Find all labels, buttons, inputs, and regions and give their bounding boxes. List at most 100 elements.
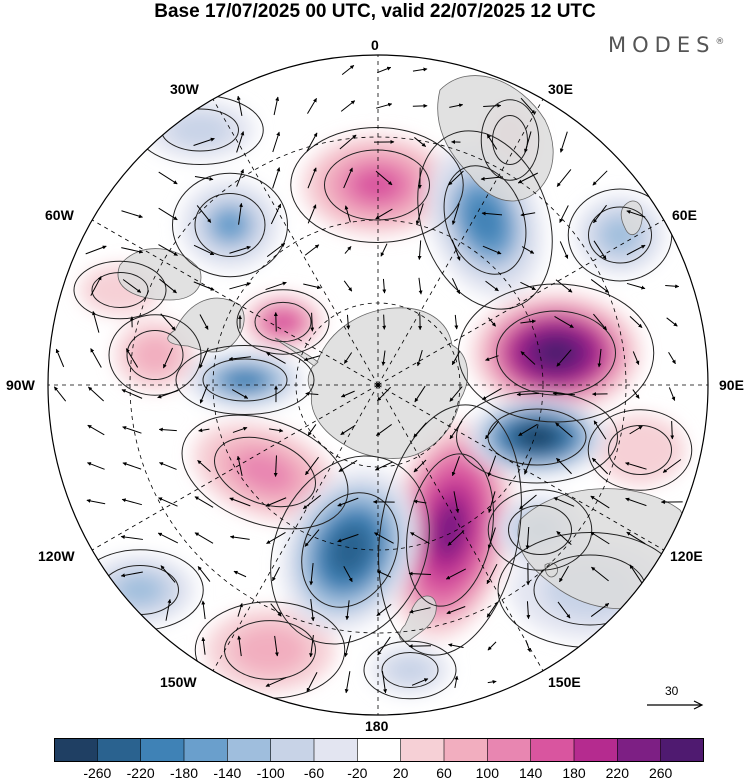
longitude-line — [92, 384, 379, 551]
wind-arrow — [266, 352, 286, 364]
colorbar-tick-label: 140 — [518, 765, 543, 781]
wind-arrow — [232, 426, 248, 433]
wind-arrow — [304, 244, 320, 256]
contour-line — [508, 505, 572, 555]
lon-label-120w: 120W — [38, 548, 75, 564]
wind-arrow — [451, 203, 460, 225]
colorbar-tick-label: 20 — [392, 765, 409, 781]
modes-logo: MODES® — [608, 33, 724, 57]
wind-arrow — [629, 564, 643, 584]
wind-arrow — [626, 210, 646, 218]
contour-line — [456, 390, 618, 484]
wind-arrow — [414, 137, 426, 147]
anomaly-shade — [518, 426, 556, 448]
colorbar-bin — [97, 738, 142, 762]
wind-arrow — [343, 566, 353, 583]
wind-arrow — [591, 457, 609, 475]
wind-arrow — [307, 98, 317, 114]
wind-arrow — [374, 461, 393, 471]
wind-arrow — [273, 312, 278, 332]
colorbar-bin — [487, 738, 532, 762]
wind-arrow — [591, 566, 609, 582]
wind-arrow — [415, 203, 424, 225]
wind-arrow — [593, 204, 607, 224]
wind-arrow — [453, 491, 460, 514]
latitude-circle — [212, 219, 544, 551]
wind-arrow — [341, 64, 355, 76]
anomaly-shade — [433, 501, 467, 559]
wind-arrow — [666, 317, 678, 327]
wind-arrow — [486, 602, 498, 618]
wind-arrow — [413, 422, 427, 438]
contour-line — [301, 492, 399, 608]
wind-arrow — [488, 491, 496, 513]
wind-arrow — [272, 167, 281, 189]
longitude-line — [212, 99, 379, 386]
wind-arrow — [86, 498, 106, 505]
wind-arrow — [229, 282, 251, 290]
wind-arrow — [229, 497, 251, 507]
contour-lines — [73, 95, 693, 700]
wind-arrow — [485, 355, 499, 361]
wind-arrow — [88, 386, 104, 402]
wind-arrow — [552, 391, 576, 396]
wind-arrow — [338, 460, 358, 472]
wind-arrow — [516, 392, 540, 397]
colorbar-bin — [314, 738, 358, 762]
wind-arrow — [626, 244, 646, 256]
contour-line — [417, 130, 553, 310]
wind-arrow — [665, 284, 680, 289]
contour-line — [608, 425, 672, 475]
wind-arrow — [92, 311, 100, 333]
colorbar-tick-label: 220 — [605, 765, 630, 781]
wind-arrow — [120, 535, 143, 540]
contour-line — [443, 165, 527, 275]
lon-label-30w: 30W — [170, 81, 199, 97]
wind-arrow — [662, 459, 682, 473]
wind-arrow — [343, 167, 353, 189]
wind-arrow — [376, 424, 392, 436]
lon-label-60e: 60E — [672, 207, 697, 223]
colorbar-tick-label: -220 — [126, 765, 155, 781]
wind-arrow — [445, 568, 466, 580]
wind-arrow — [519, 494, 537, 510]
longitude-line — [92, 219, 379, 386]
south-pole-marker — [376, 383, 380, 387]
wind-arrow — [344, 671, 351, 694]
wind-arrow — [382, 314, 387, 330]
wind-arrow — [520, 212, 536, 217]
wind-arrow — [626, 282, 646, 290]
wind-arrow — [231, 389, 249, 399]
contour-line — [406, 453, 494, 607]
anomaly-shade — [167, 112, 233, 148]
wind-arrow — [376, 102, 393, 109]
contour-line — [363, 640, 457, 700]
wind-arrow — [266, 531, 286, 545]
wind-arrow — [303, 494, 321, 510]
wind-vectors — [53, 64, 683, 694]
reference-vector-label: 30 — [665, 684, 679, 698]
wind-arrow — [122, 426, 142, 434]
wind-arrow — [556, 530, 572, 546]
wind-arrow — [517, 172, 539, 184]
wind-arrow — [556, 349, 572, 367]
wind-arrow — [448, 170, 464, 186]
wind-arrow — [343, 352, 353, 364]
wind-arrow — [229, 245, 251, 254]
wind-arrow — [625, 497, 647, 507]
wind-arrow — [629, 316, 643, 328]
wind-arrow — [448, 643, 464, 649]
wind-arrow — [237, 603, 243, 617]
colorbar-bin — [660, 738, 704, 762]
wind-arrow — [341, 390, 355, 398]
wind-arrow — [556, 169, 572, 187]
wind-arrow — [307, 167, 317, 189]
wind-arrow — [377, 386, 391, 402]
wind-arrow — [198, 428, 210, 433]
colorbar-tick-label: 100 — [475, 765, 500, 781]
lon-label-120e: 120E — [670, 548, 703, 564]
wind-arrow — [273, 96, 280, 116]
wind-arrow — [120, 571, 143, 578]
anomaly-shade — [386, 655, 434, 685]
contour-line — [224, 620, 316, 680]
